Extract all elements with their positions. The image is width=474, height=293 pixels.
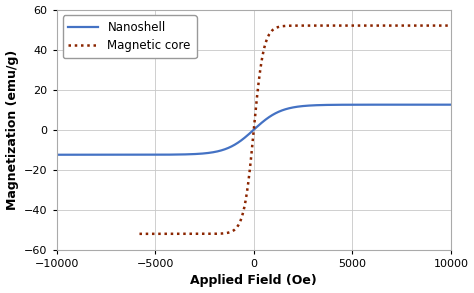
Magnetic core [381, 24, 386, 27]
Line: Magnetic core: Magnetic core [139, 25, 451, 234]
Magnetic core [438, 24, 444, 27]
Legend: Nanoshell, Magnetic core: Nanoshell, Magnetic core [63, 16, 197, 58]
Magnetic core [215, 232, 220, 236]
Nanoshell [398, 103, 403, 106]
Y-axis label: Magnetization (emu/g): Magnetization (emu/g) [6, 50, 18, 210]
Nanoshell [448, 103, 454, 106]
Line: Nanoshell: Nanoshell [56, 105, 451, 155]
Magnetic core [270, 28, 276, 31]
X-axis label: Applied Field (Oe): Applied Field (Oe) [191, 275, 317, 287]
Magnetic core [448, 24, 454, 27]
Nanoshell [205, 151, 210, 155]
Magnetic core [145, 232, 150, 236]
Nanoshell [440, 103, 446, 106]
Magnetic core [140, 232, 146, 236]
Magnetic core [137, 232, 142, 236]
Nanoshell [99, 153, 104, 156]
Nanoshell [222, 147, 228, 151]
Magnetic core [346, 24, 351, 27]
Nanoshell [122, 153, 128, 156]
Nanoshell [54, 153, 59, 156]
